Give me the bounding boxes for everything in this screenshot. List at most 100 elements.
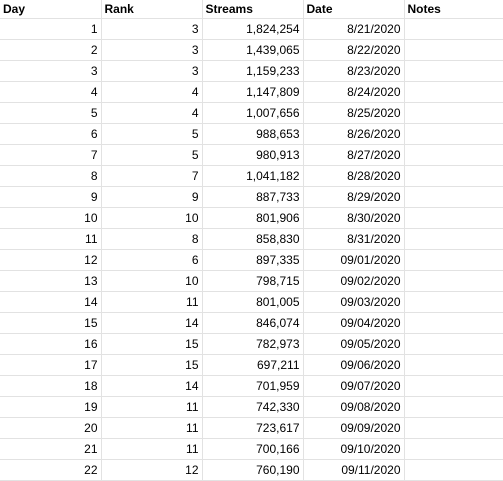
cell-rank[interactable]: 3 bbox=[101, 18, 203, 40]
cell-day[interactable]: 13 bbox=[0, 270, 102, 292]
cell-streams[interactable]: 801,005 bbox=[202, 291, 304, 313]
cell-streams[interactable]: 1,041,182 bbox=[202, 165, 304, 187]
cell-notes[interactable] bbox=[404, 312, 503, 334]
cell-day[interactable]: 18 bbox=[0, 375, 102, 397]
cell-notes[interactable] bbox=[404, 186, 503, 208]
cell-rank[interactable]: 15 bbox=[101, 333, 203, 355]
cell-date[interactable]: 09/01/2020 bbox=[303, 249, 405, 271]
cell-date[interactable]: 09/07/2020 bbox=[303, 375, 405, 397]
cell-streams[interactable]: 798,715 bbox=[202, 270, 304, 292]
cell-day[interactable]: 11 bbox=[0, 228, 102, 250]
cell-day[interactable]: 7 bbox=[0, 144, 102, 166]
cell-streams[interactable]: 1,007,656 bbox=[202, 102, 304, 124]
cell-rank[interactable]: 3 bbox=[101, 39, 203, 61]
cell-notes[interactable] bbox=[404, 18, 503, 40]
cell-day[interactable]: 14 bbox=[0, 291, 102, 313]
cell-day[interactable]: 12 bbox=[0, 249, 102, 271]
cell-streams[interactable]: 782,973 bbox=[202, 333, 304, 355]
cell-streams[interactable]: 760,190 bbox=[202, 459, 304, 481]
cell-streams[interactable]: 697,211 bbox=[202, 354, 304, 376]
cell-date[interactable]: 09/08/2020 bbox=[303, 396, 405, 418]
cell-rank[interactable]: 10 bbox=[101, 270, 203, 292]
cell-notes[interactable] bbox=[404, 207, 503, 229]
cell-date[interactable]: 09/11/2020 bbox=[303, 459, 405, 481]
header-rank[interactable]: Rank bbox=[101, 0, 203, 19]
cell-streams[interactable]: 1,159,233 bbox=[202, 60, 304, 82]
cell-day[interactable]: 17 bbox=[0, 354, 102, 376]
cell-day[interactable]: 4 bbox=[0, 81, 102, 103]
cell-streams[interactable]: 980,913 bbox=[202, 144, 304, 166]
cell-notes[interactable] bbox=[404, 102, 503, 124]
cell-date[interactable]: 09/04/2020 bbox=[303, 312, 405, 334]
cell-rank[interactable]: 12 bbox=[101, 459, 203, 481]
cell-day[interactable]: 20 bbox=[0, 417, 102, 439]
cell-date[interactable]: 09/06/2020 bbox=[303, 354, 405, 376]
cell-date[interactable]: 8/23/2020 bbox=[303, 60, 405, 82]
cell-day[interactable]: 1 bbox=[0, 18, 102, 40]
header-day[interactable]: Day bbox=[0, 0, 102, 19]
cell-notes[interactable] bbox=[404, 333, 503, 355]
cell-streams[interactable]: 1,147,809 bbox=[202, 81, 304, 103]
cell-notes[interactable] bbox=[404, 123, 503, 145]
cell-date[interactable]: 8/25/2020 bbox=[303, 102, 405, 124]
cell-notes[interactable] bbox=[404, 354, 503, 376]
cell-date[interactable]: 8/22/2020 bbox=[303, 39, 405, 61]
cell-date[interactable]: 09/03/2020 bbox=[303, 291, 405, 313]
cell-rank[interactable]: 11 bbox=[101, 417, 203, 439]
header-notes[interactable]: Notes bbox=[404, 0, 503, 19]
cell-rank[interactable]: 7 bbox=[101, 165, 203, 187]
cell-date[interactable]: 8/21/2020 bbox=[303, 18, 405, 40]
cell-rank[interactable]: 3 bbox=[101, 60, 203, 82]
cell-date[interactable]: 8/29/2020 bbox=[303, 186, 405, 208]
cell-streams[interactable]: 742,330 bbox=[202, 396, 304, 418]
cell-rank[interactable]: 15 bbox=[101, 354, 203, 376]
cell-day[interactable]: 16 bbox=[0, 333, 102, 355]
cell-rank[interactable]: 9 bbox=[101, 186, 203, 208]
cell-day[interactable]: 19 bbox=[0, 396, 102, 418]
cell-notes[interactable] bbox=[404, 459, 503, 481]
cell-notes[interactable] bbox=[404, 144, 503, 166]
cell-streams[interactable]: 846,074 bbox=[202, 312, 304, 334]
cell-notes[interactable] bbox=[404, 291, 503, 313]
cell-notes[interactable] bbox=[404, 249, 503, 271]
cell-notes[interactable] bbox=[404, 375, 503, 397]
cell-day[interactable]: 15 bbox=[0, 312, 102, 334]
cell-rank[interactable]: 4 bbox=[101, 81, 203, 103]
cell-rank[interactable]: 6 bbox=[101, 249, 203, 271]
cell-streams[interactable]: 1,439,065 bbox=[202, 39, 304, 61]
cell-notes[interactable] bbox=[404, 396, 503, 418]
cell-streams[interactable]: 858,830 bbox=[202, 228, 304, 250]
cell-rank[interactable]: 14 bbox=[101, 312, 203, 334]
cell-day[interactable]: 10 bbox=[0, 207, 102, 229]
cell-rank[interactable]: 10 bbox=[101, 207, 203, 229]
cell-streams[interactable]: 723,617 bbox=[202, 417, 304, 439]
cell-notes[interactable] bbox=[404, 60, 503, 82]
header-date[interactable]: Date bbox=[303, 0, 405, 19]
cell-rank[interactable]: 11 bbox=[101, 438, 203, 460]
cell-date[interactable]: 8/30/2020 bbox=[303, 207, 405, 229]
cell-streams[interactable]: 701,959 bbox=[202, 375, 304, 397]
cell-notes[interactable] bbox=[404, 39, 503, 61]
cell-date[interactable]: 09/10/2020 bbox=[303, 438, 405, 460]
cell-date[interactable]: 09/05/2020 bbox=[303, 333, 405, 355]
cell-notes[interactable] bbox=[404, 270, 503, 292]
cell-streams[interactable]: 988,653 bbox=[202, 123, 304, 145]
cell-date[interactable]: 8/24/2020 bbox=[303, 81, 405, 103]
cell-day[interactable]: 3 bbox=[0, 60, 102, 82]
cell-streams[interactable]: 887,733 bbox=[202, 186, 304, 208]
cell-rank[interactable]: 4 bbox=[101, 102, 203, 124]
cell-day[interactable]: 2 bbox=[0, 39, 102, 61]
cell-day[interactable]: 6 bbox=[0, 123, 102, 145]
cell-notes[interactable] bbox=[404, 81, 503, 103]
cell-date[interactable]: 09/02/2020 bbox=[303, 270, 405, 292]
cell-date[interactable]: 09/09/2020 bbox=[303, 417, 405, 439]
cell-streams[interactable]: 1,824,254 bbox=[202, 18, 304, 40]
cell-day[interactable]: 8 bbox=[0, 165, 102, 187]
cell-rank[interactable]: 8 bbox=[101, 228, 203, 250]
cell-date[interactable]: 8/26/2020 bbox=[303, 123, 405, 145]
cell-day[interactable]: 9 bbox=[0, 186, 102, 208]
cell-streams[interactable]: 801,906 bbox=[202, 207, 304, 229]
cell-notes[interactable] bbox=[404, 417, 503, 439]
cell-day[interactable]: 21 bbox=[0, 438, 102, 460]
cell-streams[interactable]: 700,166 bbox=[202, 438, 304, 460]
